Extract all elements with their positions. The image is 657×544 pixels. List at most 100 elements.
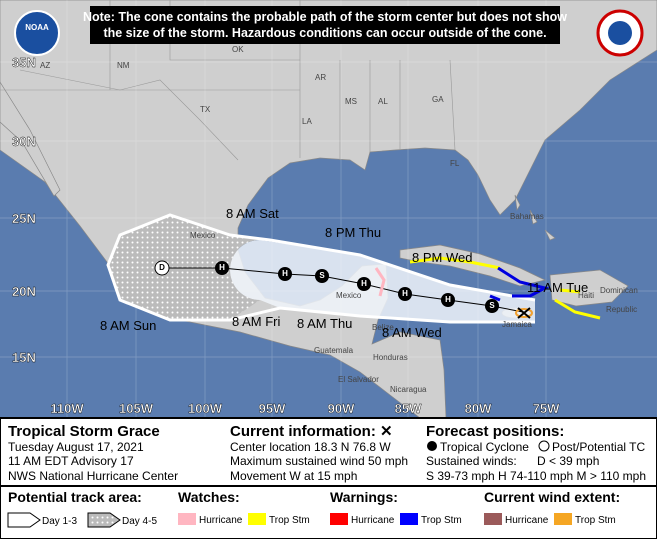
note-line: the size of the storm. Hazardous conditi… [103, 26, 546, 40]
wind-hurricane-swatch [484, 513, 502, 525]
marker-label: H [282, 269, 288, 278]
lon-label: 80W [465, 401, 492, 416]
region-label: Mexico [190, 231, 216, 240]
region-label: NM [117, 61, 130, 70]
lat-label: 20N [12, 284, 36, 299]
current-line: Maximum sustained wind 50 mph [230, 454, 408, 468]
forecast-time: 11 AM Tue [527, 280, 588, 295]
cone-outline [106, 213, 536, 324]
day45-swatch [87, 512, 121, 528]
ranges: S 39-73 mph H 74-110 mph M > 110 mph [426, 469, 646, 483]
lon-label: 105W [119, 401, 154, 416]
current-line: Center location 18.3 N 76.8 W [230, 440, 391, 454]
lat-label: 15N [12, 350, 36, 365]
markers: D H H S H H H S [154, 260, 531, 319]
grid [0, 0, 657, 418]
lon-label: 85W [395, 401, 422, 416]
lat-label: 25N [12, 211, 36, 226]
marker-label: H [402, 289, 408, 298]
forecast-time: 8 AM Thu [297, 316, 352, 331]
day45-label: Day 4-5 [122, 516, 157, 527]
region-label: TX [200, 105, 211, 114]
current-title: Current information: ✕ [230, 423, 393, 440]
wind-ts-swatch [554, 513, 572, 525]
region-label: Belize [372, 323, 394, 332]
region-label: OK [232, 45, 244, 54]
noaa-text: NOAA [25, 23, 49, 32]
region-label: AR [315, 73, 326, 82]
sustained-label: Sustained winds: [426, 454, 517, 468]
post-tc-symbol [538, 440, 550, 452]
watch-hurricane-swatch [178, 513, 196, 525]
advisory: 11 AM EDT Advisory 17 [8, 454, 134, 468]
lon-label: 100W [188, 401, 223, 416]
wind-hurricane-label: Hurricane [505, 515, 549, 526]
warn-ts-swatch [400, 513, 418, 525]
marker-label: H [445, 295, 451, 304]
forecast-title: Forecast positions: [426, 423, 564, 440]
forecast-times: 8 AM Sat 8 PM Thu 8 PM Wed 11 AM Tue 8 A… [100, 206, 588, 340]
region-label: FL [450, 159, 460, 168]
region-label: Republic [606, 305, 637, 314]
forecast-time: 8 AM Sun [100, 318, 156, 333]
watches-warnings [374, 256, 601, 320]
region-label: LA [302, 117, 312, 126]
watch-ts-swatch [248, 513, 266, 525]
noaa-logo [14, 10, 60, 56]
wind-ts-label: Trop Stm [575, 515, 616, 526]
region-label: Honduras [373, 353, 408, 362]
region-label: Mexico [336, 291, 362, 300]
forecast-time: 8 AM Fri [232, 314, 281, 329]
watch-hurricane-label: Hurricane [199, 515, 243, 526]
storm-name: Tropical Storm Grace [8, 423, 160, 440]
region-label: Bahamas [510, 212, 544, 221]
lon-label: 75W [533, 401, 560, 416]
marker-label: S [319, 271, 325, 280]
marker-label: S [489, 301, 495, 310]
latitude-labels: 35N 30N 25N 20N 15N [12, 55, 36, 365]
lon-label: 90W [328, 401, 355, 416]
date: Tuesday August 17, 2021 [8, 440, 144, 454]
warn-hurricane-swatch [330, 513, 348, 525]
post-tc-label: Post/Potential TC [552, 440, 645, 454]
warnings-title: Warnings: [330, 489, 398, 505]
track-title: Potential track area: [8, 489, 142, 505]
region-label: Guatemala [314, 346, 354, 355]
center: NWS National Hurricane Center [8, 469, 178, 483]
region-labels: AZ NM OK TX AR LA MS AL GA FL Mexico Bah… [40, 45, 638, 394]
marker-label: H [219, 263, 225, 272]
region-label: Haiti [578, 291, 594, 300]
marker-label: D [159, 263, 165, 272]
forecast-time: 8 AM Wed [382, 325, 442, 340]
region-label: AZ [40, 61, 50, 70]
wind-title: Current wind extent: [484, 489, 620, 505]
region-label: Dominican [600, 286, 638, 295]
tc-symbol [427, 441, 437, 451]
watch-ts-label: Trop Stm [269, 515, 310, 526]
nws-logo-inner [608, 21, 632, 45]
marker-label: H [361, 279, 367, 288]
note-line: Note: The cone contains the probable pat… [83, 10, 567, 24]
forecast-time: 8 PM Thu [325, 225, 381, 240]
region-label: GA [432, 95, 444, 104]
d-range: D < 39 mph [537, 454, 599, 468]
day13-swatch [7, 512, 41, 528]
day13-label: Day 1-3 [42, 516, 77, 527]
lon-label: 110W [50, 401, 84, 416]
region-label: AL [378, 97, 388, 106]
warn-ts-label: Trop Stm [421, 515, 462, 526]
warn-hurricane-label: Hurricane [351, 515, 395, 526]
lat-label: 30N [12, 134, 36, 149]
longitude-labels: 110W 105W 100W 95W 90W 85W 80W 75W [50, 401, 560, 416]
note-box [90, 6, 560, 44]
lat-label: 35N [12, 55, 36, 70]
region-label: Jamaica [502, 320, 532, 329]
borders [0, 0, 456, 161]
watches-title: Watches: [178, 489, 240, 505]
forecast-time: 8 PM Wed [412, 250, 472, 265]
region-label: El Salvador [338, 375, 379, 384]
tc-label: Tropical Cyclone [440, 440, 529, 454]
forecast-time: 8 AM Sat [226, 206, 279, 221]
region-label: Nicaragua [390, 385, 427, 394]
